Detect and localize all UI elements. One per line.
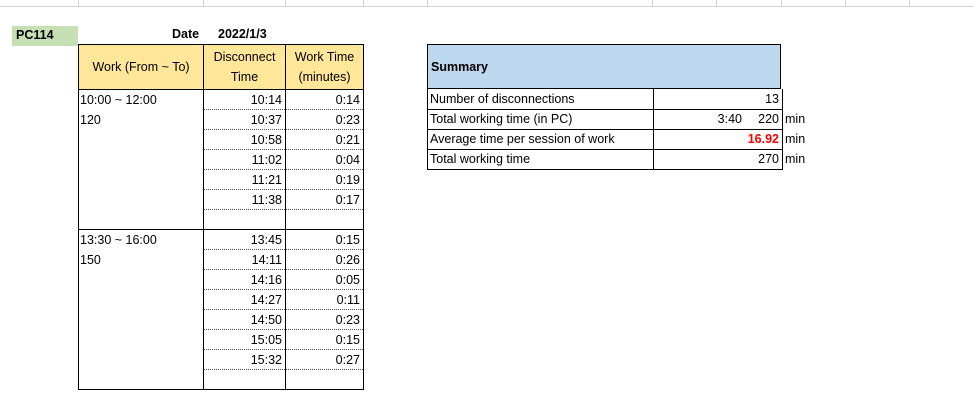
session-1-minutes[interactable]: 120: [80, 113, 101, 127]
summary-unit: min: [785, 112, 806, 126]
header-work-range[interactable]: Work (From ~ To): [78, 44, 204, 90]
date-value-cell[interactable]: 2022/1/3: [218, 27, 267, 41]
disconnect-time-cell[interactable]: 10:37: [204, 110, 285, 130]
session-2-range[interactable]: 13:30 ~ 16:00: [80, 233, 157, 247]
disconnect-time-cell[interactable]: 10:58: [204, 130, 285, 150]
work-time-cell[interactable]: 0:23: [286, 110, 363, 130]
summary-unit: min: [785, 132, 806, 146]
column-divider: [78, 0, 79, 6]
work-time-cell[interactable]: 0:26: [286, 250, 363, 270]
session-2-minutes[interactable]: 150: [80, 253, 101, 267]
disconnect-time-cell[interactable]: 15:32: [204, 350, 285, 370]
summary-value: 270: [758, 152, 779, 166]
header-work-label: Work (From ~ To): [92, 60, 190, 74]
summary-header[interactable]: Summary: [427, 44, 781, 89]
disconnect-time-cell[interactable]: 11:21: [204, 170, 285, 190]
work-time-cell[interactable]: [286, 210, 363, 230]
disconnect-time-cell[interactable]: 10:14: [204, 90, 285, 110]
work-time-cell[interactable]: 0:19: [286, 170, 363, 190]
disconnect-time-cell[interactable]: 11:38: [204, 190, 285, 210]
column-divider: [285, 0, 286, 6]
column-divider: [427, 0, 428, 6]
disconnect-time-cell[interactable]: 11:02: [204, 150, 285, 170]
header-work-time-label: Work Time (minutes): [294, 50, 355, 84]
work-time-cell[interactable]: [286, 370, 363, 390]
disconnect-time-cell[interactable]: 14:16: [204, 270, 285, 290]
summary-unit: min: [785, 152, 806, 166]
work-time-cell[interactable]: 0:15: [286, 230, 363, 250]
date-label: Date: [172, 27, 200, 41]
session-block-2: [78, 229, 364, 390]
column-divider: [909, 0, 910, 6]
cell-divider: [653, 89, 654, 109]
pc-label-cell[interactable]: PC114: [12, 26, 78, 46]
work-time-cell[interactable]: 0:11: [286, 290, 363, 310]
summary-value-highlight: 16.92: [747, 132, 779, 146]
summary-pc-value: 3:40: [717, 112, 742, 126]
summary-row-total-working-time[interactable]: Total working time 270 min: [427, 149, 805, 170]
summary-label: Total working time (in PC): [430, 112, 573, 126]
work-time-cell[interactable]: 0:15: [286, 330, 363, 350]
work-time-cell[interactable]: 0:23: [286, 310, 363, 330]
disconnect-time-cell[interactable]: [204, 370, 285, 390]
cell-divider: [653, 109, 654, 129]
summary-value: 13: [765, 92, 779, 106]
work-time-cell[interactable]: 0:04: [286, 150, 363, 170]
work-time-cell[interactable]: 0:21: [286, 130, 363, 150]
summary-label: Average time per session of work: [430, 132, 615, 146]
session-1-time-columns: [203, 89, 286, 230]
column-divider: [203, 0, 204, 6]
work-time-cell[interactable]: 0:27: [286, 350, 363, 370]
session-2-time-columns: [203, 229, 286, 390]
column-divider: [781, 0, 782, 6]
column-divider: [845, 0, 846, 6]
cell-divider: [653, 129, 654, 149]
column-header-strip: [0, 0, 974, 7]
column-divider: [716, 0, 717, 6]
summary-row-disconnections[interactable]: Number of disconnections 13: [427, 89, 783, 110]
work-time-cell[interactable]: 0:05: [286, 270, 363, 290]
disconnect-time-cell[interactable]: 15:05: [204, 330, 285, 350]
summary-label: Number of disconnections: [430, 92, 575, 106]
column-divider: [652, 0, 653, 6]
disconnect-time-cell[interactable]: 14:27: [204, 290, 285, 310]
work-time-cell[interactable]: 0:17: [286, 190, 363, 210]
session-1-range[interactable]: 10:00 ~ 12:00: [80, 93, 157, 107]
column-divider: [363, 0, 364, 6]
summary-value: 220: [758, 112, 779, 126]
summary-row-pc-working-time[interactable]: Total working time (in PC) 3:40 220 min: [427, 109, 805, 130]
summary-label: Total working time: [430, 152, 531, 166]
header-disconnect-time[interactable]: Disconnect Time: [203, 44, 286, 90]
cell-divider: [653, 149, 654, 169]
disconnect-time-cell[interactable]: 14:11: [204, 250, 285, 270]
summary-row-average-session[interactable]: Average time per session of work 16.92 m…: [427, 129, 805, 150]
disconnect-time-cell[interactable]: 13:45: [204, 230, 285, 250]
header-work-time[interactable]: Work Time (minutes): [285, 44, 364, 90]
disconnect-time-cell[interactable]: 14:50: [204, 310, 285, 330]
disconnect-time-cell[interactable]: [204, 210, 285, 230]
work-time-cell[interactable]: 0:14: [286, 90, 363, 110]
header-disconnect-label: Disconnect Time: [213, 50, 276, 84]
